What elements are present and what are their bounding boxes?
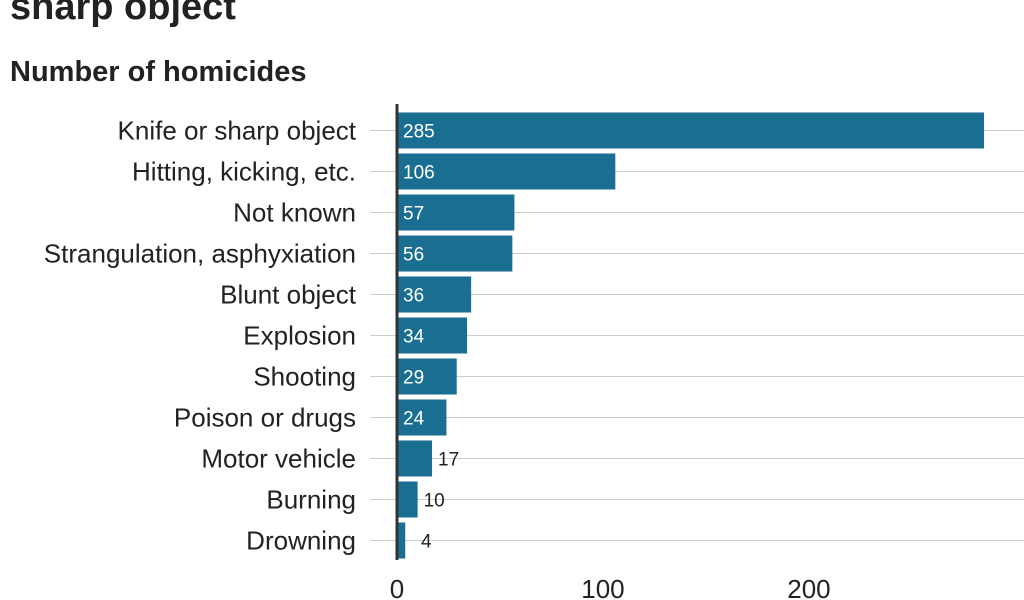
chart-subtitle: Number of homicides xyxy=(10,56,307,88)
category-label: Not known xyxy=(233,198,356,228)
x-tick-label: 100 xyxy=(581,574,624,600)
bar xyxy=(397,440,433,477)
value-labels: 285 106 57 56 36 34 29 24 17 10 4 xyxy=(403,122,459,553)
bars xyxy=(397,112,984,559)
value-label: 29 xyxy=(403,368,424,389)
category-label: Poison or drugs xyxy=(174,403,356,433)
bar xyxy=(397,112,984,149)
category-label: Blunt object xyxy=(220,280,357,310)
x-tick-label: 200 xyxy=(787,574,830,600)
value-label: 56 xyxy=(403,245,424,266)
value-label: 10 xyxy=(424,491,445,512)
value-label: 34 xyxy=(403,327,425,348)
bar xyxy=(397,399,447,436)
value-label: 106 xyxy=(403,163,435,184)
category-labels: Knife or sharp object Hitting, kicking, e… xyxy=(44,116,357,556)
bar xyxy=(397,358,457,395)
bar xyxy=(397,317,468,354)
x-tick-label: 0 xyxy=(390,574,404,600)
bar xyxy=(397,235,513,272)
category-label: Strangulation, asphyxiation xyxy=(44,239,356,269)
category-label: Burning xyxy=(266,485,356,515)
category-label: Hitting, kicking, etc. xyxy=(132,157,356,187)
x-axis-ticks: 0 100 200 xyxy=(390,574,831,600)
category-label: Motor vehicle xyxy=(201,444,356,474)
bar xyxy=(397,276,472,313)
category-label: Knife or sharp object xyxy=(118,116,357,146)
bar xyxy=(397,522,406,559)
chart-title: sharp object xyxy=(10,0,236,28)
value-label: 36 xyxy=(403,286,424,307)
bar xyxy=(397,153,616,190)
category-label: Shooting xyxy=(253,362,356,392)
category-label: Explosion xyxy=(243,321,356,351)
value-label: 24 xyxy=(403,409,425,430)
value-label: 285 xyxy=(403,122,435,143)
gridlines xyxy=(370,130,1024,541)
value-label: 57 xyxy=(403,204,424,225)
value-label: 17 xyxy=(438,450,459,471)
bar xyxy=(397,481,418,518)
bar xyxy=(397,194,515,231)
category-label: Drowning xyxy=(246,526,356,556)
value-label: 4 xyxy=(421,532,432,553)
